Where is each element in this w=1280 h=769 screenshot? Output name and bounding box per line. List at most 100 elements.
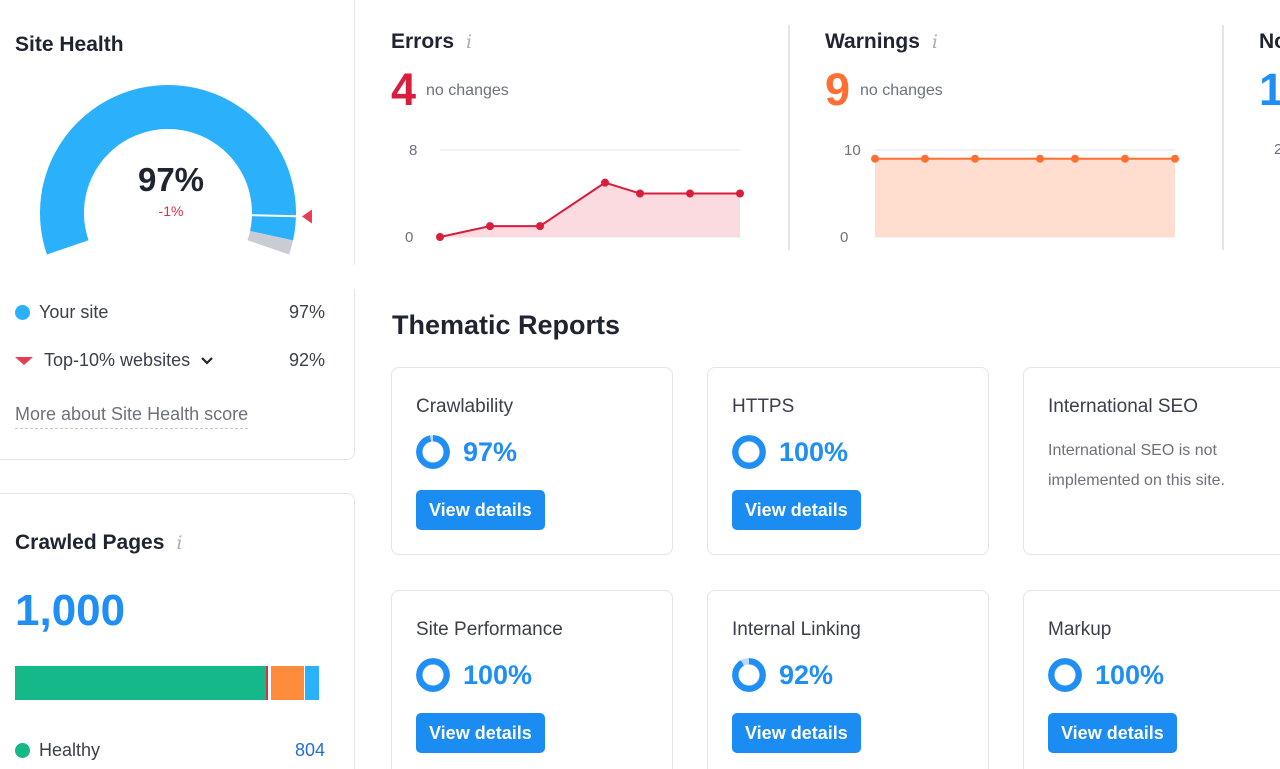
notices-title: No <box>1259 30 1280 53</box>
area-fill <box>875 158 1175 237</box>
data-point[interactable] <box>686 189 694 198</box>
thematic-card-name: Markup <box>1048 619 1112 640</box>
legend-top10-label: Top-10% websites <box>44 350 191 370</box>
gauge-marker-line <box>251 214 296 218</box>
data-point[interactable] <box>536 222 544 231</box>
data-point[interactable] <box>1171 154 1179 163</box>
data-point[interactable] <box>1121 154 1129 163</box>
chevron-down-icon[interactable] <box>200 356 214 366</box>
legend-your-site-value: 97% <box>288 302 325 322</box>
thematic-card-score: 100% <box>416 658 532 692</box>
progress-ring-icon <box>1048 658 1082 692</box>
data-point[interactable] <box>921 154 929 163</box>
info-icon[interactable]: i <box>176 532 183 554</box>
bar-segment-have-issues[interactable] <box>268 666 272 700</box>
errors-metric: Errors i 4 no changes <box>391 30 509 116</box>
progress-ring-icon <box>732 435 766 469</box>
thematic-card-crawlability: Crawlability 97% View details <box>391 367 673 555</box>
view-details-button[interactable]: View details <box>732 713 861 753</box>
crawled-pages-total[interactable]: 1,000 <box>15 586 126 635</box>
data-point[interactable] <box>1071 154 1079 163</box>
legend-healthy-label: Healthy <box>39 740 101 760</box>
errors-count[interactable]: 4 <box>391 64 417 115</box>
gauge-remaining <box>247 230 294 255</box>
thematic-card-name: International SEO <box>1048 396 1198 417</box>
warnings-chart[interactable]: 10 0 <box>830 135 1190 250</box>
thematic-card-score: 100% <box>732 435 848 469</box>
legend-healthy-value[interactable]: 804 <box>294 740 325 760</box>
healthy-dot <box>15 743 30 758</box>
warnings-status: no changes <box>860 82 943 99</box>
your-site-dot <box>15 305 30 320</box>
errors-title-text: Errors <box>391 30 455 53</box>
divider <box>788 25 790 250</box>
view-details-button[interactable]: View details <box>416 490 545 530</box>
thematic-card-name: HTTPS <box>732 396 795 417</box>
bar-segment-blocked[interactable] <box>304 666 306 700</box>
crawled-pages-title: Crawled Pages i <box>15 531 182 555</box>
y-tick-label: 10 <box>844 142 861 159</box>
thematic-card-score: 100% <box>1048 658 1164 692</box>
legend-your-site: Your site 97% <box>15 302 325 323</box>
progress-ring-icon <box>732 658 766 692</box>
warnings-title-text: Warnings <box>825 30 920 53</box>
thematic-card-pct: 100% <box>779 436 849 467</box>
thematic-card-international-seo: International SEO International SEO is n… <box>1023 367 1280 555</box>
data-point[interactable] <box>486 222 494 231</box>
top10-marker-icon <box>301 209 312 224</box>
bar-segment-healthy[interactable] <box>15 666 266 700</box>
thematic-card-name: Site Performance <box>416 619 563 640</box>
crawled-pages-title-text: Crawled Pages <box>15 531 165 554</box>
gauge-mask <box>0 265 356 289</box>
data-point[interactable] <box>436 233 444 241</box>
data-point[interactable] <box>736 189 744 198</box>
notices-metric: No 1 <box>1259 30 1280 116</box>
data-point[interactable] <box>871 154 879 163</box>
thematic-card-internal-linking: Internal Linking 92% View details <box>707 590 989 769</box>
more-about-site-health-link[interactable]: More about Site Health score <box>15 404 249 429</box>
view-details-button[interactable]: View details <box>732 490 861 530</box>
thematic-card-score: 92% <box>732 658 833 692</box>
site-health-card: Site Health 97% -1% Your site 97% Top-10… <box>0 0 356 460</box>
legend-healthy[interactable]: Healthy 804 <box>15 740 325 761</box>
progress-ring-icon <box>416 658 450 692</box>
bar-segment-other[interactable] <box>305 666 319 700</box>
errors-chart[interactable]: 80 <box>395 135 755 250</box>
legend-top-10[interactable]: Top-10% websites 92% <box>15 350 325 371</box>
thematic-card-pct: 100% <box>463 659 533 690</box>
top10-marker-icon <box>15 356 33 365</box>
info-icon[interactable]: i <box>466 31 473 53</box>
data-point[interactable] <box>971 154 979 163</box>
warnings-metric: Warnings i 9 no changes <box>825 30 943 116</box>
thematic-card-name: Internal Linking <box>732 619 861 640</box>
notices-y-tick: 2 <box>1274 141 1280 158</box>
data-point[interactable] <box>1036 154 1044 163</box>
thematic-card-markup: Markup 100% View details <box>1023 590 1280 769</box>
bar-segment-broken[interactable] <box>265 666 269 700</box>
thematic-card-description: International SEO is not implemented on … <box>1048 442 1225 489</box>
info-icon[interactable]: i <box>931 31 938 53</box>
data-point[interactable] <box>636 189 644 198</box>
gauge-fill <box>39 84 296 255</box>
thematic-reports-title: Thematic Reports <box>392 310 621 340</box>
data-point[interactable] <box>601 178 609 187</box>
divider <box>1222 25 1224 250</box>
crawled-pages-bar[interactable] <box>15 666 319 700</box>
bar-segment-redirects[interactable] <box>271 666 304 700</box>
site-health-title: Site Health <box>15 33 124 56</box>
site-health-gauge <box>0 84 356 289</box>
notices-count[interactable]: 1 <box>1259 64 1280 115</box>
area-fill <box>440 182 740 237</box>
view-details-button[interactable]: View details <box>1048 713 1177 753</box>
site-health-score: 97% <box>137 161 205 198</box>
warnings-title: Warnings i <box>825 30 943 54</box>
y-tick-label: 0 <box>405 229 413 246</box>
thematic-card-pct: 92% <box>779 659 834 690</box>
errors-title: Errors i <box>391 30 509 54</box>
thematic-card-name: Crawlability <box>416 396 514 417</box>
warnings-count[interactable]: 9 <box>825 64 851 115</box>
legend-top10-value: 92% <box>288 350 325 370</box>
errors-status: no changes <box>426 82 509 99</box>
view-details-button[interactable]: View details <box>416 713 545 753</box>
thematic-card-pct: 97% <box>463 436 518 467</box>
